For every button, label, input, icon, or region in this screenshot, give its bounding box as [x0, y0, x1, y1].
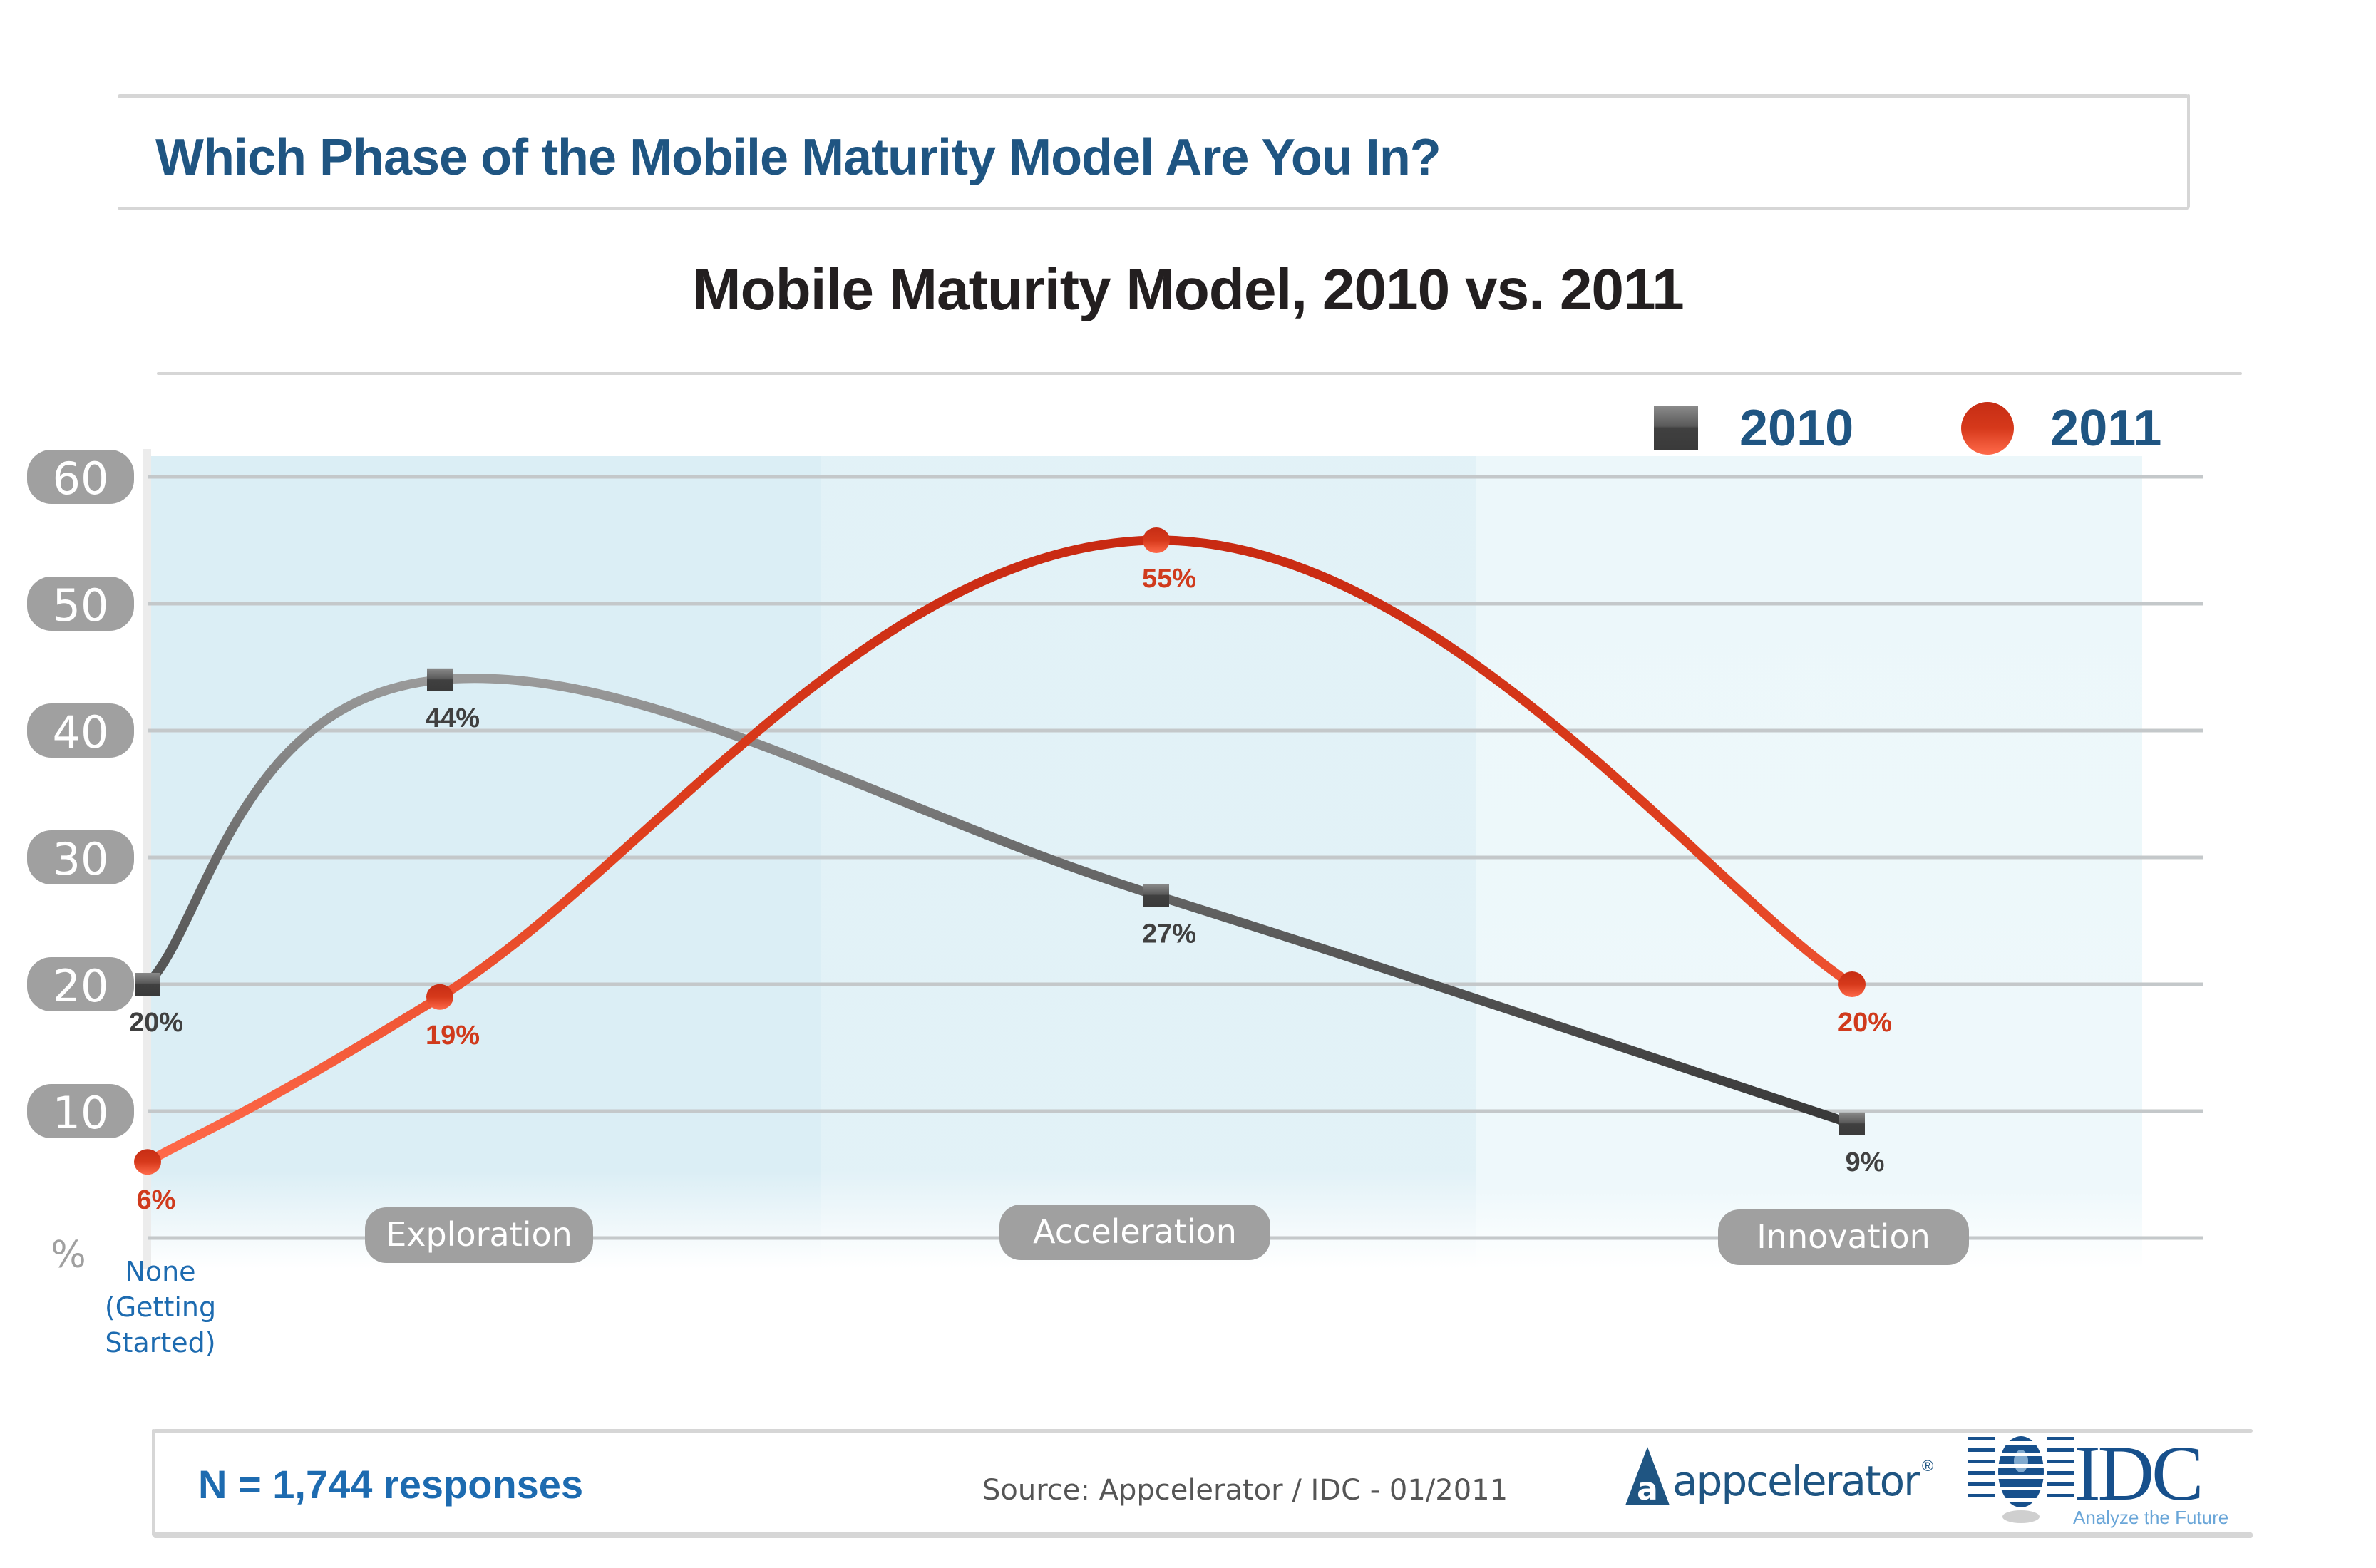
sample-size: N = 1,744 responses	[198, 1462, 584, 1507]
y-axis-unit-label: %	[51, 1234, 86, 1276]
data-label-2011: 20%	[1838, 1008, 1892, 1038]
category-pill-exploration	[365, 1207, 593, 1263]
appcelerator-triangle-icon: a	[1625, 1447, 1670, 1505]
y-tick-pill	[27, 450, 134, 504]
appcelerator-wordmark: appcelerator	[1672, 1457, 1920, 1505]
category-label-acceleration: Acceleration	[1033, 1212, 1237, 1251]
footer-bottom-border	[153, 1532, 2253, 1538]
category-label-none: Started)	[105, 1327, 215, 1358]
category-pill-innovation	[1718, 1209, 1969, 1265]
idc-wordmark: IDC	[2074, 1430, 2203, 1517]
y-tick-pill	[27, 703, 134, 758]
legend-circle-marker-icon	[1961, 402, 2015, 455]
category-label-innovation: Innovation	[1757, 1217, 1930, 1256]
y-tick-label: 60	[53, 453, 109, 505]
header-top-border	[118, 94, 2189, 98]
series-line-2011	[143, 535, 1857, 1167]
series-2010: 20% 44% 27% 9%	[129, 668, 1885, 1177]
data-label-2010: 20%	[129, 1008, 183, 1038]
y-tick-label: 20	[53, 960, 109, 1012]
data-label-2010: 27%	[1142, 919, 1196, 949]
legend: 2010 2011	[1654, 399, 2161, 458]
header-bottom-border	[118, 207, 2189, 210]
x-axis: None (Getting Started) Exploration Accelerat…	[105, 1205, 1969, 1358]
footer-top-border	[153, 1429, 2253, 1433]
legend-item-2011: 2011	[1960, 399, 2161, 458]
y-tick-pill	[27, 577, 134, 631]
y-tick-label: 40	[53, 706, 109, 758]
y-tick-pill	[27, 957, 134, 1011]
category-pill-acceleration	[999, 1205, 1270, 1260]
footer-left-border	[152, 1429, 155, 1536]
data-point-2010	[427, 668, 453, 691]
data-point-2010	[1839, 1112, 1865, 1135]
idc-globe-icon	[1968, 1436, 2074, 1523]
legend-square-marker-icon	[1654, 406, 1698, 450]
data-point-2011	[1143, 527, 1170, 553]
data-point-2011	[1838, 971, 1866, 997]
phase-panel-exploration	[148, 456, 821, 1269]
y-tick-pill	[27, 830, 134, 884]
y-axis: 10 20 30 40 50 60%	[27, 450, 134, 1276]
appcelerator-mark: a	[1637, 1471, 1658, 1505]
data-point-2011	[426, 984, 453, 1010]
category-label-exploration: Exploration	[386, 1215, 572, 1254]
idc-tagline: Analyze the Future	[2073, 1507, 2229, 1528]
data-label-2010: 9%	[1846, 1147, 1885, 1177]
data-label-2011: 6%	[137, 1185, 176, 1215]
data-label-2010: 44%	[426, 703, 480, 733]
data-point-2010	[135, 973, 160, 996]
y-axis-line	[143, 449, 151, 1269]
legend-label-2010: 2010	[1739, 400, 1854, 457]
chart-title-divider	[157, 372, 2242, 375]
data-label-2011: 19%	[426, 1021, 480, 1051]
data-point-2010	[1143, 884, 1169, 907]
category-label-none: (Getting	[105, 1291, 216, 1323]
phase-panel-acceleration	[821, 456, 1476, 1269]
data-point-2011	[134, 1149, 161, 1175]
appcelerator-logo: a appcelerator ®	[1625, 1447, 1933, 1505]
y-tick-label: 50	[53, 579, 109, 631]
data-label-2011: 55%	[1142, 564, 1196, 594]
chart-title: Mobile Maturity Model, 2010 vs. 2011	[692, 257, 1684, 322]
header-right-border	[2187, 94, 2190, 208]
y-tick-label: 30	[53, 833, 109, 885]
series-line-2010	[143, 674, 1857, 1129]
plot-background	[143, 449, 2142, 1269]
registered-mark: ®	[1922, 1457, 1934, 1475]
series-2011: 6% 19% 55% 20%	[134, 527, 1892, 1215]
source-note: Source: Appcelerator / IDC - 01/2011	[982, 1474, 1508, 1507]
category-label-none: None	[125, 1256, 195, 1287]
phase-panel-innovation	[1476, 456, 2142, 1269]
y-tick-pill	[27, 1084, 134, 1138]
legend-label-2011: 2011	[2050, 400, 2162, 457]
y-tick-label: 10	[53, 1087, 109, 1139]
legend-item-2010: 2010	[1654, 399, 1853, 458]
series-layer: 20% 44% 27% 9% 6% 19% 55% 20%	[129, 527, 1892, 1215]
page-title: Which Phase of the Mobile Maturity Model…	[155, 129, 1441, 186]
